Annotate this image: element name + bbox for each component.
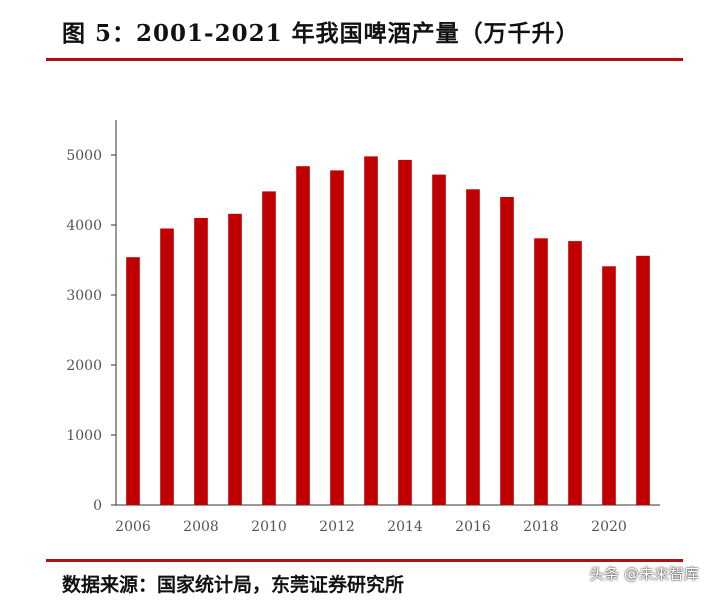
bar-2015 xyxy=(432,174,446,505)
x-axis: 2006 2008 2010 2012 2014 2016 2018 2020 xyxy=(115,504,660,535)
watermark: 头条 @未来智库 xyxy=(589,565,699,583)
x-tick-label: 2018 xyxy=(523,519,559,535)
bar-2012 xyxy=(330,170,344,505)
x-tick-label: 2010 xyxy=(251,519,287,535)
bar-2013 xyxy=(364,156,378,505)
bar-2006 xyxy=(126,257,140,505)
bar-2020 xyxy=(602,266,616,505)
bar-2009 xyxy=(228,213,242,506)
title-rule xyxy=(46,58,683,61)
x-tick-label: 2014 xyxy=(387,519,423,535)
source-rule xyxy=(46,559,683,562)
x-tick-label: 2016 xyxy=(455,519,491,535)
y-tick-label: 5000 xyxy=(66,148,102,164)
bar-2008 xyxy=(194,218,208,505)
bar-2010 xyxy=(262,191,276,505)
x-tick-label: 2008 xyxy=(183,519,219,535)
bar-2014 xyxy=(398,159,412,505)
y-axis: 0 1000 2000 3000 4000 5000 xyxy=(66,120,117,514)
bar-2016 xyxy=(466,189,480,506)
y-tick-label: 1000 xyxy=(66,428,102,444)
y-tick-label: 0 xyxy=(93,498,102,514)
bar-2017 xyxy=(500,197,514,505)
bar-2018 xyxy=(534,238,548,506)
chart-title: 图 5：2001-2021 年我国啤酒产量（万千升） xyxy=(62,20,580,47)
x-tick-label: 2006 xyxy=(115,519,151,535)
x-tick-label: 2020 xyxy=(591,519,627,535)
y-tick-label: 4000 xyxy=(66,218,102,234)
x-tick-label: 2012 xyxy=(319,519,355,535)
y-tick-label: 3000 xyxy=(66,288,102,304)
bars xyxy=(126,156,650,506)
y-tick-label: 2000 xyxy=(66,358,102,374)
bar-2007 xyxy=(160,228,174,505)
bar-2019 xyxy=(568,241,582,505)
bar-2021 xyxy=(636,255,650,505)
bar-2011 xyxy=(296,166,310,505)
source-note: 数据来源：国家统计局，东莞证券研究所 xyxy=(62,574,405,596)
